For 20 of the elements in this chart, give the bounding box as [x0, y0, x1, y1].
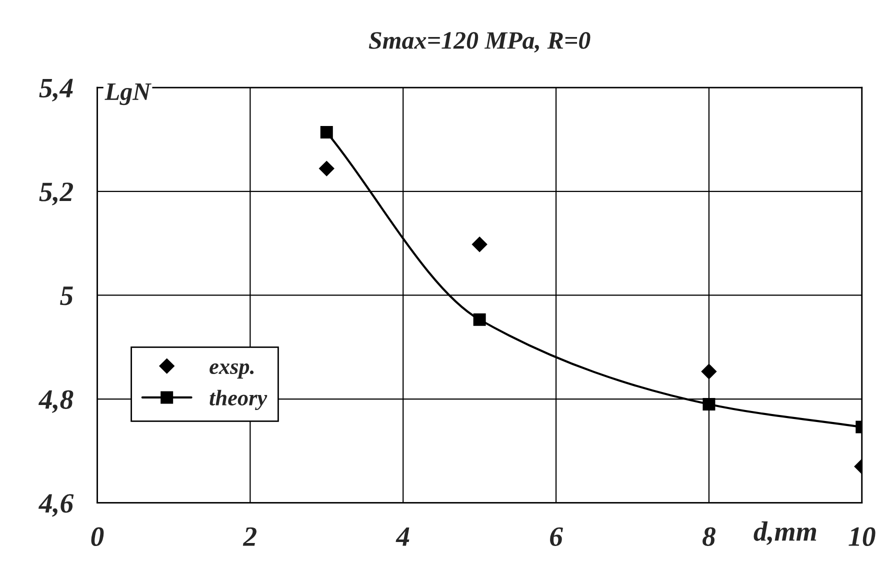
point — [319, 160, 334, 176]
x-tick-label: 4 — [396, 527, 410, 546]
y-tick-label: 5,4 — [39, 78, 73, 102]
x-tick-label: 6 — [550, 527, 563, 546]
chart-title: Smax=120 MPa, R=0 — [368, 32, 590, 53]
x-axis-title: d,mm — [754, 521, 816, 545]
x-tick-label: 8 — [702, 527, 716, 546]
x-tick-label: 2 — [242, 527, 256, 546]
legend-label: theory — [210, 390, 268, 410]
legend-label: exsp. — [210, 363, 254, 379]
y-tick-label: 5,2 — [39, 182, 73, 206]
y-axis-title: LgN — [104, 83, 152, 106]
x-tick-label: 0 — [91, 527, 104, 546]
point — [473, 313, 486, 326]
y-tick-label: 4,8 — [38, 390, 74, 413]
y-tick-label: 5 — [60, 286, 73, 306]
point — [320, 126, 333, 138]
point — [472, 236, 488, 252]
y-tick-label: 4,6 — [38, 494, 74, 517]
x-tick-label: 10 — [848, 527, 876, 546]
